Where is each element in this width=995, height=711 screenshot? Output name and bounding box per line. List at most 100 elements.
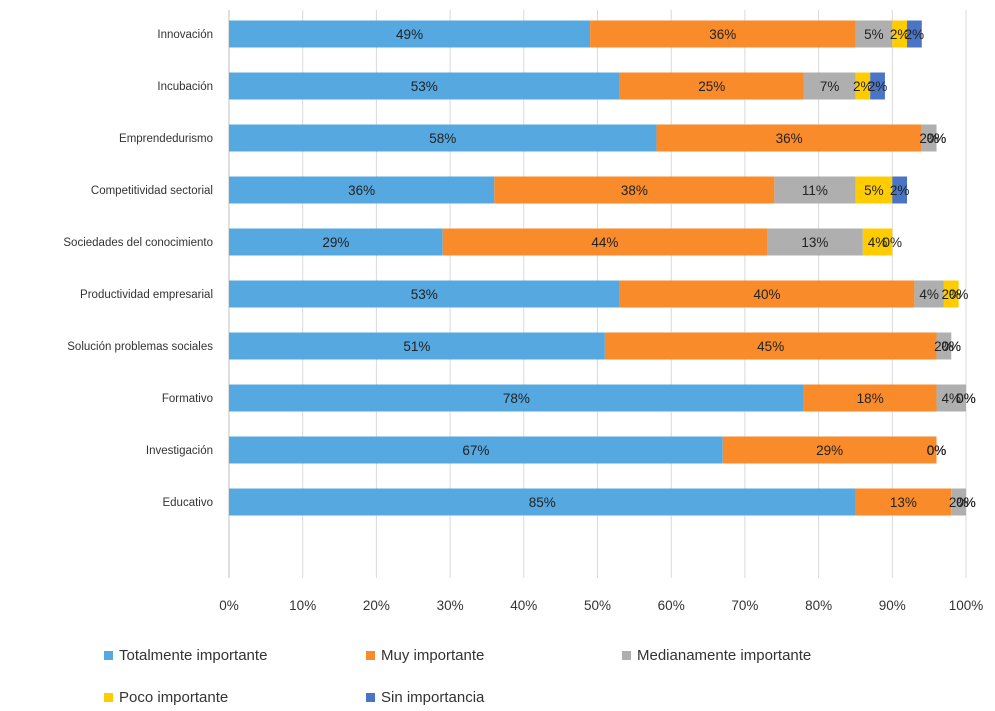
data-label: 51% <box>403 339 430 354</box>
bar-segment <box>855 488 952 516</box>
data-label: 0% <box>956 495 976 510</box>
data-label: 2% <box>868 79 888 94</box>
bar-segment <box>767 228 863 256</box>
x-tick-label: 70% <box>731 598 758 613</box>
data-label: 2% <box>949 495 969 510</box>
legend-label: Poco importante <box>119 689 229 706</box>
legend-item-poco-importante: Poco importante <box>104 689 228 706</box>
data-label: 5% <box>864 27 884 42</box>
data-label: 49% <box>396 27 423 42</box>
bar-segment <box>936 384 966 412</box>
bar-segment <box>619 72 804 100</box>
legend-swatch <box>104 651 113 660</box>
data-label: 0% <box>942 339 962 354</box>
legend-swatch <box>366 651 375 660</box>
bar-segment <box>604 332 937 360</box>
bar-segment <box>229 384 804 412</box>
data-label: 2% <box>853 79 873 94</box>
data-label: 4% <box>919 287 939 302</box>
data-label: 58% <box>429 131 456 146</box>
legend-item-totalmente-importante: Totalmente importante <box>104 647 267 664</box>
data-label: 0% <box>883 235 903 250</box>
data-label: 0% <box>927 443 947 458</box>
bar-segment <box>590 20 856 48</box>
bar-segment <box>862 228 893 256</box>
x-axis-tick-labels: 0% 10% 20% 30% 40% 50% 60% 70% 80% 90% 100% <box>219 598 983 613</box>
bar-segment <box>656 124 922 152</box>
bar-segment <box>951 488 966 516</box>
data-label: 4% <box>942 391 962 406</box>
x-tick-label: 40% <box>510 598 537 613</box>
bar-segment <box>229 72 620 100</box>
bar-segment <box>943 280 959 308</box>
bar-segment <box>494 176 775 204</box>
bar-segment <box>803 384 937 412</box>
category-label: Educativo <box>162 497 213 509</box>
bar-segment <box>855 176 893 204</box>
category-label: Incubación <box>157 81 213 93</box>
x-tick-label: 10% <box>289 598 316 613</box>
legend-item-medianamente-importante: Medianamente importante <box>622 647 811 664</box>
category-labels: Innovación Incubación Emprendedurismo Compe… <box>63 29 213 509</box>
bar-segment <box>921 124 937 152</box>
bar-segment <box>619 280 915 308</box>
bar-segment <box>936 332 952 360</box>
bar-segment <box>229 280 620 308</box>
legend-swatch <box>622 651 631 660</box>
data-label: 4% <box>868 235 888 250</box>
category-label: Investigación <box>146 445 213 457</box>
legend-label: Totalmente importante <box>119 647 268 664</box>
bar-segment <box>774 176 856 204</box>
bars: 49% 36% 5% 2%2%53% 25% 7% 2%2%58% 36% 2%0%0%36% 3… <box>229 20 976 516</box>
legend-label: Sin importancia <box>381 689 485 706</box>
bar-segment <box>892 176 908 204</box>
bar-segment <box>229 228 443 256</box>
bar-segment <box>803 72 856 100</box>
data-label: 78% <box>503 391 530 406</box>
data-label: 0% <box>927 443 947 458</box>
x-tick-label: 50% <box>584 598 611 613</box>
data-label: 40% <box>753 287 780 302</box>
x-tick-label: 80% <box>805 598 832 613</box>
legend-swatch <box>366 693 375 702</box>
data-label: 2% <box>905 27 925 42</box>
bar-segment <box>914 280 944 308</box>
category-label: Formativo <box>162 393 213 405</box>
bar-segment <box>870 72 885 100</box>
bar-segment <box>892 20 908 48</box>
x-tick-label: 90% <box>879 598 906 613</box>
data-label: 5% <box>864 183 884 198</box>
data-label: 7% <box>820 79 840 94</box>
data-label: 53% <box>411 79 438 94</box>
data-label: 18% <box>857 391 884 406</box>
data-label: 11% <box>802 183 828 198</box>
category-label: Sociedades del conocimiento <box>63 237 213 249</box>
bar-segment <box>229 488 856 516</box>
data-label: 0% <box>956 391 976 406</box>
bar-segment <box>229 20 591 48</box>
data-label: 44% <box>591 235 618 250</box>
bar-segment <box>722 436 937 464</box>
data-label: 13% <box>801 235 828 250</box>
data-label: 13% <box>890 495 917 510</box>
category-label: Innovación <box>157 29 213 41</box>
legend-item-muy-importante: Muy importante <box>366 647 484 664</box>
data-label: 25% <box>698 79 725 94</box>
category-label: Competitividad sectorial <box>91 185 213 197</box>
data-label: 0% <box>949 287 969 302</box>
data-label: 0% <box>956 391 976 406</box>
category-label: Productividad empresarial <box>80 289 213 301</box>
data-label: 36% <box>776 131 803 146</box>
x-tick-label: 30% <box>437 598 464 613</box>
legend-label: Muy importante <box>381 647 485 664</box>
data-label: 38% <box>621 183 648 198</box>
bar-segment <box>229 176 495 204</box>
legend-swatch <box>104 693 113 702</box>
legend-item-sin-importancia: Sin importancia <box>366 689 484 706</box>
data-label: 2% <box>919 131 939 146</box>
x-tick-label: 60% <box>658 598 685 613</box>
bar-segment <box>442 228 768 256</box>
legend-label: Medianamente importante <box>637 647 812 664</box>
